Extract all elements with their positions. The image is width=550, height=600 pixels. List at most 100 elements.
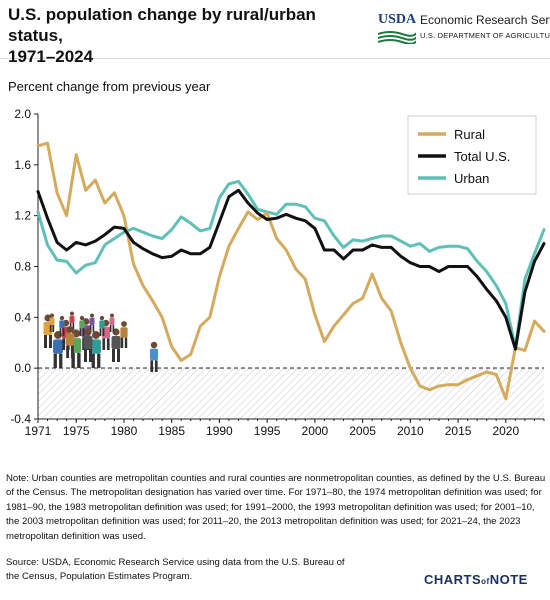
series-line-total-u-s (36, 188, 546, 351)
data-point (65, 214, 68, 217)
data-point (113, 237, 116, 240)
data-point (122, 227, 126, 230)
data-point (218, 275, 221, 278)
data-point (132, 227, 135, 230)
person-leg (91, 353, 95, 368)
y-tick-label: -0.4 (10, 412, 31, 426)
person-leg (52, 324, 55, 332)
person-leg (62, 338, 66, 350)
data-point (447, 383, 450, 386)
person-torso (109, 317, 115, 325)
data-point (55, 191, 59, 194)
data-point (237, 180, 240, 183)
series-line-rural (36, 141, 546, 401)
chart-title: U.S. population change by rural/urban st… (8, 4, 338, 67)
people-illustration (43, 311, 159, 372)
person-head (66, 326, 74, 333)
line-chart: -0.4 0.0 0.4 0.8 1.2 1.6 2.0 1971 1975 1980 1985 19… (10, 107, 546, 438)
person-leg (150, 360, 154, 372)
person-leg (66, 345, 70, 358)
data-point (371, 272, 374, 276)
data-point (132, 241, 135, 244)
person-leg (44, 335, 47, 348)
person-leg (99, 328, 102, 336)
data-point (542, 330, 546, 333)
data-point (332, 325, 336, 328)
agency-name: Economic Research Service (420, 13, 550, 27)
data-point (256, 218, 259, 221)
x-tick-label: 1995 (254, 424, 281, 438)
x-tick-label: 2020 (492, 424, 519, 438)
person-head (150, 341, 158, 349)
data-point (75, 153, 78, 156)
data-point (189, 222, 192, 225)
data-point (418, 384, 422, 388)
data-point (456, 265, 460, 268)
person-figure (149, 341, 159, 372)
x-tick-label: 2005 (349, 424, 376, 438)
y-tick-label: 2.0 (14, 107, 31, 121)
data-point (380, 246, 383, 249)
data-point (409, 367, 412, 370)
person-leg (120, 337, 124, 348)
data-point (294, 267, 297, 271)
data-point (428, 388, 431, 391)
data-point (447, 265, 450, 268)
data-point (523, 278, 527, 281)
x-tick-label: 1975 (63, 424, 90, 438)
data-point (141, 247, 145, 250)
data-point (390, 234, 393, 238)
data-point (313, 313, 317, 316)
data-point (399, 239, 402, 243)
data-point (294, 217, 297, 220)
data-point (533, 252, 536, 255)
brand-part3: NOTE (489, 572, 528, 587)
data-point (36, 144, 40, 147)
data-point (342, 246, 345, 249)
axes: -0.4 0.0 0.4 0.8 1.2 1.6 2.0 1971 1975 1980 1985 19… (10, 107, 545, 438)
data-point (103, 233, 107, 236)
data-point (103, 201, 107, 205)
person-head (59, 315, 65, 321)
person-leg (102, 328, 105, 336)
person-leg (97, 353, 101, 368)
data-point (103, 243, 107, 247)
person-leg (124, 337, 128, 348)
y-tick-label: 0.0 (14, 361, 31, 375)
data-point (160, 256, 164, 259)
person-head (121, 321, 127, 327)
person-leg (89, 324, 92, 332)
data-point (46, 142, 49, 145)
data-point (351, 302, 355, 305)
negative-band (38, 368, 544, 419)
person-torso (89, 317, 95, 325)
data-point (180, 248, 183, 252)
data-point (46, 243, 49, 247)
y-axis-label: Percent change from previous year (8, 79, 211, 94)
data-point (361, 239, 364, 243)
data-point (189, 252, 192, 255)
data-point (495, 373, 498, 376)
data-point (523, 349, 527, 352)
usda-ers-logo: USDA Economic Research Service U.S. DEPA… (378, 12, 550, 48)
data-point (456, 245, 460, 248)
data-point (160, 316, 164, 319)
data-point (84, 189, 87, 192)
data-point (523, 290, 527, 294)
data-point (390, 309, 393, 313)
person-figure (79, 315, 85, 336)
brand-part2: of (481, 577, 490, 586)
data-point (84, 243, 87, 247)
data-point (151, 234, 154, 238)
data-point (361, 297, 364, 300)
data-point (199, 252, 202, 255)
data-point (285, 203, 288, 206)
x-tick-label: 2010 (397, 424, 424, 438)
data-point (313, 217, 317, 220)
data-point (285, 248, 288, 252)
data-point (476, 275, 479, 278)
person-head (70, 311, 74, 316)
data-point (141, 284, 145, 287)
data-point (256, 211, 259, 215)
data-point (504, 316, 507, 319)
